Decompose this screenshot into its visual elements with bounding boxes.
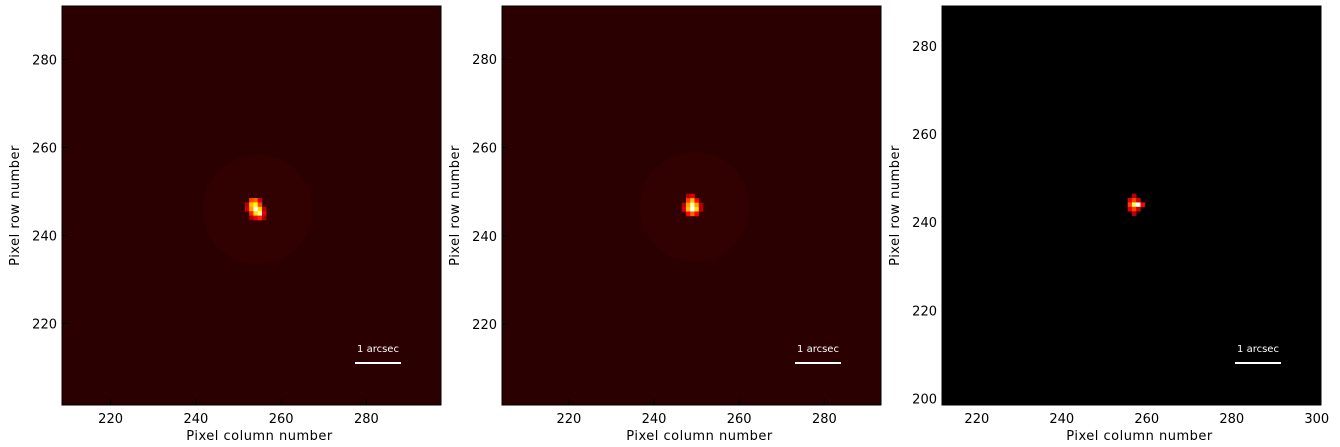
pixel (690, 193, 695, 199)
pixel (685, 193, 691, 199)
pixel (1140, 202, 1145, 208)
y-axis-label: Pixel row number (448, 145, 463, 266)
pixel (244, 206, 250, 212)
y-tick-label: 240 (472, 230, 497, 245)
scale-bar-label: 1 arcsec (797, 344, 839, 355)
y-tick-label: 220 (472, 318, 497, 333)
y-tick-label: 220 (32, 317, 57, 332)
y-tick-label: 280 (32, 54, 57, 69)
pixel (1131, 193, 1137, 199)
x-tick-label: 240 (642, 412, 667, 427)
pixel (253, 206, 258, 212)
psf-image-2: 1 arcsec 220 240 260 280 220 240 260 280 Pixel co… (448, 5, 882, 444)
pixel (249, 215, 254, 221)
pixel (1131, 198, 1137, 203)
pixel (249, 202, 254, 208)
pixel (257, 202, 263, 208)
x-axis-label: Pixel column number (186, 429, 333, 444)
x-tick-label: 260 (1134, 412, 1159, 427)
pixel (690, 207, 695, 212)
y-tick-label: 240 (912, 216, 937, 231)
pixel (249, 198, 254, 203)
scale-bar-label: 1 arcsec (1237, 344, 1279, 355)
x-axis-label: Pixel column number (626, 429, 773, 444)
pixel (698, 202, 704, 208)
pixel (253, 198, 258, 203)
x-tick-label: 220 (556, 412, 581, 427)
pixel (1136, 198, 1141, 203)
pixel (257, 206, 263, 212)
pixel (253, 202, 258, 208)
x-tick-label: 280 (354, 412, 379, 427)
y-tick-label: 240 (32, 229, 57, 244)
pixel (690, 211, 695, 217)
pixel (681, 207, 687, 212)
y-tick-label: 220 (912, 304, 937, 319)
y-tick-label: 280 (472, 53, 497, 68)
plot-frame (941, 5, 1322, 406)
pixel (249, 211, 254, 216)
plot-frame (61, 5, 442, 406)
panel-3: 1 arcsec 220 240 260 280 300 200 220 240 260 280 Pi… (888, 5, 1329, 444)
pixel (257, 198, 263, 203)
pixel (694, 202, 700, 208)
psf-image-3: 1 arcsec 220 240 260 280 300 200 220 240 260 280 Pi… (888, 5, 1329, 444)
pixel (244, 202, 250, 208)
pixel (257, 211, 263, 216)
pixel (1127, 206, 1133, 212)
plot-frame (501, 5, 882, 406)
pixel (253, 211, 258, 216)
panel-2: 1 arcsec 220 240 260 280 220 240 260 280 Pixel co… (448, 5, 882, 444)
pixel (690, 198, 695, 203)
pixel (261, 206, 267, 212)
y-tick-label: 200 (912, 392, 937, 407)
y-axis-label: Pixel row number (888, 145, 903, 266)
pixel (261, 211, 267, 216)
x-tick-label: 240 (1049, 412, 1074, 427)
pixel (249, 206, 254, 212)
pixel (698, 207, 704, 212)
panel-1: 1 arcsec 220 240 260 280 220 240 260 280 Pixel co… (8, 5, 442, 444)
pixel (694, 198, 700, 203)
pixel (1131, 202, 1137, 208)
pixel (681, 202, 687, 208)
pixel (685, 211, 691, 217)
x-tick-label: 240 (183, 412, 208, 427)
pixel (685, 198, 691, 203)
pixel (694, 211, 700, 217)
y-tick-label: 280 (912, 40, 937, 55)
y-tick-label: 260 (912, 128, 937, 143)
y-axis-label: Pixel row number (8, 145, 23, 266)
y-tick-label: 260 (32, 141, 57, 156)
x-tick-label: 260 (269, 412, 294, 427)
pixel (261, 215, 267, 221)
pixel (1127, 202, 1133, 208)
pixel (1136, 206, 1141, 212)
pixel (1136, 202, 1141, 208)
psf-image-1: 1 arcsec 220 240 260 280 220 240 260 280 Pixel co… (8, 5, 442, 444)
x-axis-label: Pixel column number (1066, 429, 1213, 444)
pixel (1131, 211, 1137, 216)
pixel (1127, 198, 1133, 203)
x-tick-label: 280 (812, 412, 837, 427)
pixel (690, 202, 695, 208)
pixel (257, 215, 263, 221)
x-tick-label: 220 (964, 412, 989, 427)
x-tick-label: 280 (1219, 412, 1244, 427)
x-tick-label: 300 (1304, 412, 1329, 427)
pixel (685, 207, 691, 212)
y-tick-label: 260 (472, 141, 497, 156)
scale-bar-label: 1 arcsec (357, 344, 399, 355)
pixel (253, 215, 258, 221)
x-tick-label: 220 (98, 412, 123, 427)
pixel (694, 207, 700, 212)
pixel (685, 202, 691, 208)
pixel (1131, 206, 1137, 212)
x-tick-label: 260 (727, 412, 752, 427)
